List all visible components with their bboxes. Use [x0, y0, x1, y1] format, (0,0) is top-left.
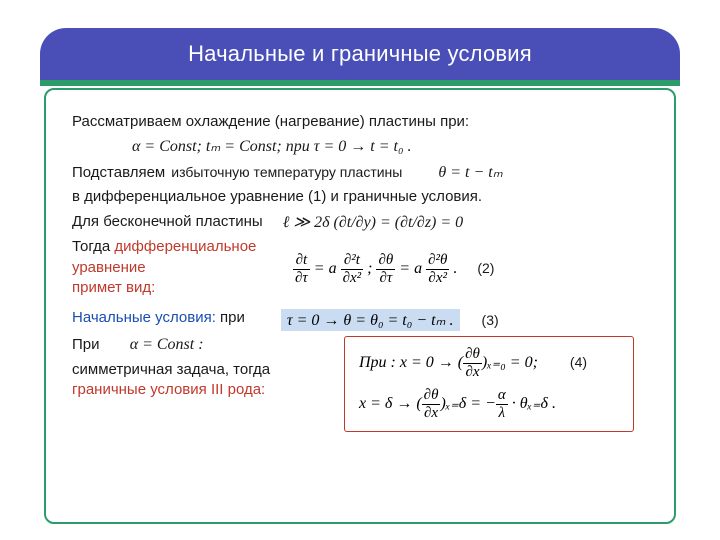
infplate-text: Для бесконечной пластины	[72, 212, 263, 232]
gc-box: При : x = 0 → (∂θ∂x)ₓ₌₀ = 0; (4) x = δ →…	[344, 336, 634, 432]
init-label: Начальные условия: при	[72, 308, 245, 328]
intro-line: Рассматриваем охлаждение (нагревание) пл…	[72, 112, 648, 132]
into-diff-eq: в дифференциальное уравнение (1) и грани…	[72, 187, 648, 207]
symm-t1: симметричная задача, тогда	[72, 361, 270, 378]
gc-line1: При : x = 0 → (∂θ∂x)ₓ₌₀ = 0; (4)	[359, 347, 619, 380]
theta-def: θ = t − tₘ	[438, 162, 502, 184]
diffeq-t3: примет вид:	[72, 279, 155, 296]
pri: При	[72, 336, 100, 353]
frac-dth-dx-1: ∂θ∂x	[463, 347, 482, 380]
gc-line2: x = δ → (∂θ∂x)ₓ₌δ = −αλ · θₓ₌δ .	[359, 388, 619, 421]
init-t2: при	[216, 309, 245, 326]
title-underline	[40, 80, 680, 86]
bottom-row: При α = Const : симметричная задача, тог…	[72, 334, 648, 432]
alpha-const: α = Const :	[130, 336, 204, 353]
eq3-number: (3)	[482, 312, 499, 328]
content-panel: Рассматриваем охлаждение (нагревание) пл…	[44, 88, 676, 524]
symm-row: симметричная задача, тогда граничные усл…	[72, 360, 322, 401]
eq4-number: (4)	[570, 354, 587, 370]
subst-row: Подставляем избыточную температуру пласт…	[72, 162, 648, 184]
init-row: Начальные условия: при τ = 0 → θ = θ₀ = …	[72, 308, 648, 332]
frac-a-l: αλ	[496, 388, 508, 421]
init-t1: Начальные условия:	[72, 309, 216, 326]
alpha-const-row: При α = Const :	[72, 334, 322, 356]
infplate-math: ℓ ≫ 2δ (∂t/∂y) = (∂t/∂z) = 0	[283, 212, 464, 234]
consts-math: α = Const; tₘ = Const; при τ = 0 → t = t…	[132, 138, 412, 155]
slide-title: Начальные и граничные условия	[188, 41, 532, 66]
diffeq-row: Тогда дифференциальное уравнение примет …	[72, 237, 648, 302]
eq2-number: (2)	[477, 260, 494, 276]
consts-row: α = Const; tₘ = Const; при τ = 0 → t = t…	[72, 136, 648, 158]
frac-dt-dtau: ∂t∂τ	[293, 253, 310, 286]
diffeq-t1: Тогда	[72, 238, 114, 255]
symm-t2: граничные условия III рода:	[72, 381, 265, 398]
diffeq-math: ∂t∂τ = a ∂²t∂x² ; ∂θ∂τ = a ∂²θ∂x² . (2)	[293, 253, 494, 286]
frac-dth-dtau: ∂θ∂τ	[376, 253, 395, 286]
frac-d2th-dx2: ∂²θ∂x²	[426, 253, 449, 286]
diffeq-label: Тогда дифференциальное уравнение примет …	[72, 237, 287, 298]
frac-dth-dx-2: ∂θ∂x	[422, 388, 441, 421]
bottom-left: При α = Const : симметричная задача, тог…	[72, 334, 322, 404]
slide-title-band: Начальные и граничные условия	[40, 28, 680, 80]
subst-a: Подставляем	[72, 163, 165, 183]
infplate-row: Для бесконечной пластины ℓ ≫ 2δ (∂t/∂y) …	[72, 212, 648, 234]
subst-b: избыточную температуру пластины	[171, 163, 402, 182]
init-math: τ = 0 → θ = θ₀ = t₀ − tₘ .	[281, 309, 460, 331]
gc-col: При : x = 0 → (∂θ∂x)ₓ₌₀ = 0; (4) x = δ →…	[344, 334, 634, 432]
frac-d2t-dx2: ∂²t∂x²	[341, 253, 364, 286]
